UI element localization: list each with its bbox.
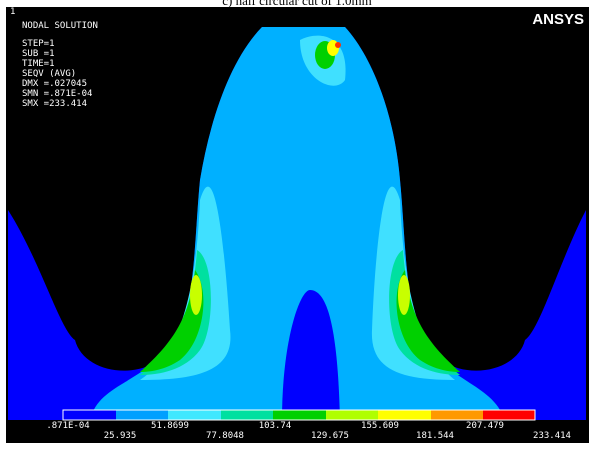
legend-label: 129.675 xyxy=(311,431,349,441)
stress-yellow-left xyxy=(190,275,202,315)
legend-band xyxy=(221,410,273,420)
info-line: SEQV (AVG) xyxy=(22,69,76,79)
legend-label: 25.935 xyxy=(104,431,137,441)
info-line: STEP=1 xyxy=(22,39,55,49)
legend-label: 103.74 xyxy=(259,421,292,431)
legend-band xyxy=(483,410,535,420)
info-line: DMX =.027045 xyxy=(22,79,87,89)
legend-label: 155.609 xyxy=(361,421,399,431)
stress-red-top xyxy=(335,42,341,48)
screenshot: c) half circular cut of 1.0mm 1 NODAL SO… xyxy=(0,0,594,450)
logo: ANSYS xyxy=(532,11,584,28)
info-line: SUB =1 xyxy=(22,49,55,59)
legend-band xyxy=(63,410,116,420)
window-number: 1 xyxy=(10,7,15,17)
page: {"caption": "c) half circular cut of 1.0… xyxy=(0,0,594,450)
legend-band xyxy=(273,410,326,420)
legend-band xyxy=(326,410,378,420)
legend-band xyxy=(168,410,221,420)
info-line: SMN =.871E-04 xyxy=(22,89,92,99)
info-line: NODAL SOLUTION xyxy=(22,21,98,31)
info-line: TIME=1 xyxy=(22,59,55,69)
legend-label: 207.479 xyxy=(466,421,504,431)
legend-label: 51.8699 xyxy=(151,421,189,431)
legend-label: .871E-04 xyxy=(46,421,89,431)
legend-label: 77.8048 xyxy=(206,431,244,441)
stress-yellow-right xyxy=(398,275,410,315)
legend-bar xyxy=(63,410,535,420)
info-line: SMX =233.414 xyxy=(22,99,87,109)
caption: c) half circular cut of 1.0mm xyxy=(222,0,371,8)
legend-band xyxy=(431,410,483,420)
legend-label: 233.414 xyxy=(533,431,571,441)
legend-band xyxy=(116,410,168,420)
legend-band xyxy=(378,410,431,420)
legend-label: 181.544 xyxy=(416,431,454,441)
